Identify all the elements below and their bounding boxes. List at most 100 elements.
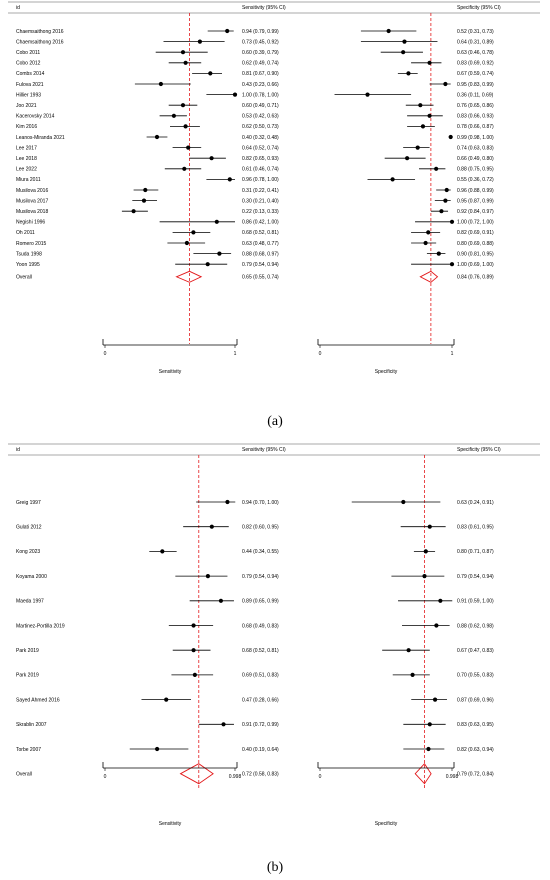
sensitivity-tick-label: 0	[104, 351, 107, 357]
specificity-point	[434, 166, 439, 171]
study-label: Kim 2016	[16, 124, 37, 130]
study-label: Tsuda 1998	[16, 251, 42, 257]
sensitivity-point	[232, 92, 238, 97]
sensitivity-point	[192, 672, 197, 677]
specificity-value: 0.74 (0.63, 0.83)	[457, 145, 494, 151]
sensitivity-value: 0.82 (0.60, 0.95)	[242, 525, 279, 531]
specificity-point	[432, 697, 438, 702]
study-label: Lee 2022	[16, 167, 37, 173]
sensitivity-value: 0.68 (0.49, 0.83)	[242, 623, 279, 629]
specificity-tick-label: 0	[319, 351, 322, 357]
specificity-point	[401, 50, 406, 55]
sensitivity-point	[180, 103, 186, 108]
sensitivity-point	[209, 524, 214, 529]
specificity-value: 0.67 (0.47, 0.83)	[457, 648, 494, 654]
study-label: Hillier 1993	[16, 92, 41, 98]
sensitivity-value: 0.22 (0.13, 0.33)	[242, 209, 279, 215]
specificity-point	[406, 648, 411, 653]
specificity-summary-diamond	[419, 270, 439, 283]
specificity-tick-label: 1	[451, 351, 454, 357]
specificity-point	[439, 209, 444, 214]
overall-label: Overall	[16, 772, 32, 778]
sensitivity-point	[154, 134, 160, 140]
study-label: Kacerovsky 2014	[16, 114, 55, 120]
specificity-value: 0.52 (0.31, 0.73)	[457, 29, 494, 35]
study-label: Park 2019	[16, 673, 39, 679]
specificity-value: 0.82 (0.63, 0.94)	[457, 747, 494, 753]
header-id: id	[16, 447, 20, 453]
specificity-point	[401, 499, 406, 505]
sensitivity-point	[209, 156, 214, 161]
header-sensitivity: Sensitivity (95% CI)	[242, 5, 286, 11]
study-label: Leanos-Miranda 2021	[16, 135, 65, 141]
specificity-value: 0.91 (0.59, 1.00)	[457, 599, 494, 605]
specificity-value: 0.90 (0.81, 0.95)	[457, 251, 494, 257]
study-label: Chaemsaithong 2016	[16, 29, 64, 35]
specificity-point	[443, 198, 448, 203]
header-sensitivity: Sensitivity (95% CI)	[242, 447, 286, 453]
sensitivity-point	[217, 251, 222, 256]
study-label: Greig 1997	[16, 500, 41, 506]
sensitivity-point	[131, 209, 136, 214]
specificity-value: 0.82 (0.69, 0.91)	[457, 230, 494, 236]
sensitivity-value: 0.53 (0.42, 0.63)	[242, 114, 279, 120]
overall-sensitivity-value: 0.65 (0.55, 0.74)	[242, 275, 279, 281]
specificity-value: 0.63 (0.46, 0.78)	[457, 50, 494, 56]
specificity-value: 0.66 (0.49, 0.80)	[457, 156, 494, 162]
sensitivity-value: 0.96 (0.78, 1.00)	[242, 177, 279, 183]
specificity-point	[386, 28, 391, 34]
specificity-value: 0.87 (0.69, 0.96)	[457, 697, 494, 703]
sensitivity-tick-label: 1	[234, 351, 237, 357]
panel-label-b: (b)	[266, 860, 284, 875]
study-label: Maeda 1997	[16, 599, 44, 605]
sensitivity-value: 0.88 (0.68, 0.97)	[242, 251, 279, 257]
study-label: Cobo 2011	[16, 50, 40, 56]
forest-plot-b: id Sensitivity (95% CI) Specificity (95% C…	[8, 443, 540, 827]
sensitivity-axis-label: Sensitivity	[159, 369, 182, 375]
overall-specificity-value: 0.84 (0.76, 0.89)	[457, 275, 494, 281]
study-label: Oh 2011	[16, 230, 35, 236]
study-label: Park 2019	[16, 648, 39, 654]
specificity-point	[423, 549, 428, 554]
sensitivity-value: 0.60 (0.49, 0.71)	[242, 103, 279, 109]
study-label: Lee 2018	[16, 156, 37, 162]
sensitivity-point	[182, 166, 187, 171]
sensitivity-value: 0.40 (0.19, 0.64)	[242, 747, 279, 753]
overall-label: Overall	[16, 275, 32, 281]
sensitivity-value: 0.68 (0.52, 0.81)	[242, 648, 279, 654]
sensitivity-value: 0.40 (0.32, 0.48)	[242, 135, 279, 141]
specificity-value: 0.67 (0.59, 0.74)	[457, 71, 494, 77]
specificity-value: 0.95 (0.83, 0.99)	[457, 82, 494, 88]
specificity-point	[402, 39, 407, 44]
sensitivity-point	[225, 28, 230, 34]
sensitivity-point	[225, 499, 230, 505]
sensitivity-point	[186, 145, 191, 150]
study-label: Musilova 2017	[16, 198, 48, 204]
specificity-point	[449, 219, 455, 224]
specificity-point	[426, 746, 431, 752]
specificity-point	[427, 60, 432, 65]
sensitivity-tick-label: 0.998	[229, 774, 242, 780]
study-label: Yoon 1995	[16, 262, 40, 268]
sensitivity-value: 1.00 (0.78, 1.00)	[242, 92, 279, 98]
study-label: Romero 2015	[16, 241, 47, 247]
sensitivity-tick-label: 0	[104, 774, 107, 780]
study-label: Fulova 2021	[16, 82, 44, 88]
specificity-value: 0.70 (0.55, 0.83)	[457, 673, 494, 679]
sensitivity-value: 0.89 (0.65, 0.99)	[242, 599, 279, 605]
specificity-value: 0.76 (0.65, 0.86)	[457, 103, 494, 109]
specificity-value: 0.88 (0.62, 0.98)	[457, 623, 494, 629]
study-label: Torbe 2007	[16, 747, 41, 753]
specificity-point	[436, 251, 441, 256]
specificity-value: 0.79 (0.54, 0.94)	[457, 574, 494, 580]
study-label: Combs 2014	[16, 71, 45, 77]
sensitivity-axis-label: Sensitivity	[159, 821, 182, 827]
sensitivity-point	[221, 722, 226, 727]
specificity-value: 1.00 (0.72, 1.00)	[457, 220, 494, 226]
specificity-axis-label: Specificity	[375, 369, 398, 375]
sensitivity-value: 0.79 (0.54, 0.94)	[242, 574, 279, 580]
study-label: Joo 2021	[16, 103, 37, 109]
specificity-value: 0.96 (0.88, 0.99)	[457, 188, 494, 194]
sensitivity-point	[218, 598, 224, 603]
specificity-value: 0.80 (0.71, 0.87)	[457, 549, 494, 555]
